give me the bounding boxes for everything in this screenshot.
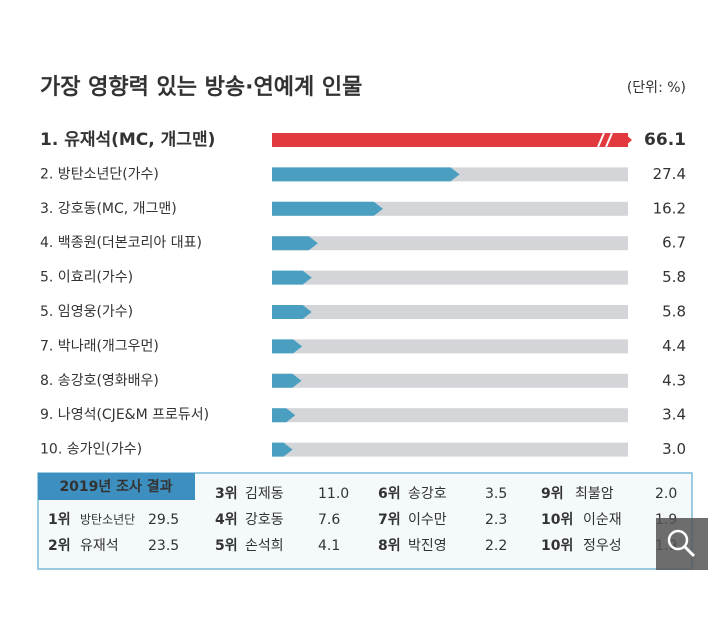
- bar-track: [272, 339, 628, 354]
- category-label: 2. 방탄소년단(가수): [40, 166, 159, 182]
- bar: [272, 133, 628, 147]
- value-label: 3.4: [662, 406, 686, 424]
- bar: [272, 201, 383, 216]
- survey-rank: 10위: [541, 538, 573, 554]
- value-label: 3.0: [662, 440, 686, 458]
- bar-track: [272, 236, 628, 251]
- bar: [272, 442, 293, 457]
- bar-track: [272, 373, 628, 388]
- bar-group: [272, 270, 312, 285]
- bar-tip: [614, 133, 632, 147]
- survey-name: 이순재: [583, 512, 622, 528]
- survey-value: 2.2: [485, 538, 507, 554]
- chart-title: 가장 영향력 있는 방송·연예계 인물: [40, 75, 362, 100]
- survey-value: 2.3: [485, 512, 507, 528]
- value-label: 66.1: [644, 130, 686, 150]
- survey-rank: 3위: [215, 486, 238, 502]
- bar-group: [272, 339, 303, 354]
- value-label: 5.8: [662, 303, 686, 321]
- survey-name: 방탄소년단: [80, 513, 135, 527]
- survey-rank: 9위: [541, 486, 564, 502]
- survey-name: 정우성: [583, 538, 622, 554]
- survey-name: 송강호: [408, 486, 447, 502]
- bar-group: [272, 305, 312, 319]
- bar: [272, 270, 312, 285]
- survey-header: [38, 473, 195, 500]
- survey-name: 박진영: [408, 538, 447, 554]
- bar-group: [272, 236, 318, 251]
- axis-break: [597, 132, 605, 148]
- bar-track: [272, 408, 628, 423]
- bar-group: [272, 442, 293, 457]
- survey-name: 강호동: [245, 512, 284, 528]
- survey-value: 29.5: [148, 512, 179, 528]
- value-label: 5.8: [662, 268, 686, 286]
- bar: [272, 373, 302, 388]
- category-label: 7. 박나래(개그우먼): [40, 338, 159, 354]
- survey-rank: 1위: [48, 512, 71, 528]
- bar: [272, 408, 296, 423]
- value-label: 16.2: [653, 199, 686, 217]
- category-label: 8. 송강호(영화배우): [40, 373, 159, 389]
- survey-value: 7.6: [318, 512, 340, 528]
- survey-name: 김제동: [245, 486, 284, 502]
- category-label: 1. 유재석(MC, 개그맨): [40, 130, 215, 150]
- bar: [272, 305, 312, 319]
- value-label: 6.7: [662, 234, 686, 252]
- survey-rank: 7위: [378, 512, 401, 528]
- survey-value: 3.5: [485, 486, 507, 502]
- bar-track: [272, 270, 628, 285]
- survey-rank: 2위: [48, 538, 71, 554]
- survey-rank: 4위: [215, 512, 238, 528]
- category-label: 3. 강호동(MC, 개그맨): [40, 201, 177, 217]
- value-label: 4.4: [662, 337, 686, 355]
- bar-track: [272, 442, 628, 457]
- bar: [272, 167, 460, 182]
- survey-name: 손석희: [245, 538, 284, 554]
- unit-label: (단위: %): [627, 80, 686, 96]
- survey-rank: 8위: [378, 538, 401, 554]
- survey-rank: 6위: [378, 486, 401, 502]
- axis-break: [605, 132, 613, 148]
- category-label: 9. 나영석(CJE&M 프로듀서): [40, 407, 209, 423]
- survey-title: 2019년 조사 결과: [59, 478, 172, 495]
- survey-name: 최불암: [575, 486, 614, 502]
- survey-name: 이수만: [408, 512, 447, 528]
- survey-value: 4.1: [318, 538, 340, 554]
- bar-group: [272, 373, 302, 388]
- bar-group: [272, 167, 460, 182]
- bar: [272, 236, 318, 251]
- survey-value: 11.0: [318, 486, 349, 502]
- bar: [272, 339, 303, 354]
- value-label: 27.4: [653, 165, 686, 183]
- survey-value: 2.0: [655, 486, 677, 502]
- bar-group: [272, 408, 296, 423]
- bar-group: [272, 201, 383, 216]
- category-label: 10. 송가인(가수): [40, 442, 142, 458]
- zoom-icon[interactable]: [656, 518, 708, 570]
- category-label: 5. 임영웅(가수): [40, 304, 133, 320]
- survey-value: 23.5: [148, 538, 179, 554]
- bar-track: [272, 305, 628, 319]
- survey-rank: 10위: [541, 512, 573, 528]
- survey-rank: 5위: [215, 538, 238, 554]
- category-label: 4. 백종원(더본코리아 대표): [40, 235, 202, 251]
- bar-group: [272, 133, 628, 147]
- value-label: 4.3: [662, 371, 686, 389]
- category-label: 5. 이효리(가수): [40, 270, 133, 286]
- survey-name: 유재석: [80, 538, 119, 554]
